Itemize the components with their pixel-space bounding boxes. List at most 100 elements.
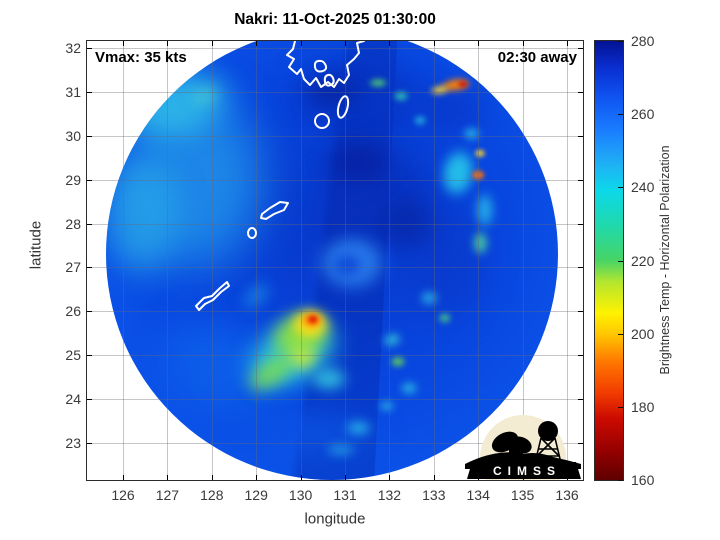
feature-top-cyan-1: [389, 88, 412, 104]
coastline-amami: [260, 201, 289, 220]
grid-line: [433, 41, 435, 480]
grid-line: [87, 267, 583, 269]
grid-line: [87, 399, 583, 401]
x-axis-label: longitude: [304, 510, 366, 528]
colorbar-tick: [618, 187, 623, 189]
feature-burst-red-core: [305, 313, 321, 325]
coastline-kyushu: [286, 41, 365, 88]
tick-mark: [87, 399, 92, 401]
tick-mark: [211, 475, 213, 480]
tick-mark: [433, 41, 435, 46]
coastline-okinawa: [195, 281, 230, 311]
colorbar-tick-label: 240: [631, 179, 655, 196]
grid-line: [256, 41, 258, 480]
y-tick-label: 25: [65, 347, 81, 364]
x-tick-label: 135: [510, 487, 535, 503]
tick-mark: [87, 311, 92, 313]
eta-annotation: 02:30 away: [497, 49, 577, 66]
y-tick-label: 23: [65, 435, 81, 451]
tick-mark: [211, 41, 213, 46]
grid-line: [345, 41, 346, 480]
coastline-tanegashima: [336, 95, 350, 119]
grid-line: [123, 41, 124, 480]
x-tick-label: 136: [555, 487, 579, 503]
feature-s-band-cyan-3: [376, 398, 399, 414]
axis-ticks: [87, 41, 583, 480]
tick-mark: [578, 135, 583, 137]
tick-mark: [567, 41, 568, 46]
feature-s-low-cyan: [339, 417, 377, 439]
grid-line: [87, 355, 583, 357]
feature-se-green: [435, 310, 455, 326]
coastline-west-islet: [87, 356, 96, 365]
feature-s-band-cyan-2: [396, 379, 422, 397]
coastline-small-island: [247, 227, 257, 239]
grid-line: [389, 41, 391, 480]
feature-top-cyan-2: [411, 113, 430, 127]
tick-mark: [87, 91, 92, 93]
feature-band-cyan-n: [459, 124, 484, 143]
grid-line: [567, 41, 568, 480]
tick-mark: [478, 475, 480, 480]
feature-bottom-cyan: [318, 440, 363, 459]
tick-mark: [578, 179, 583, 181]
feature-band-yellow-n: [472, 147, 489, 160]
y-tick-label: 24: [65, 391, 81, 408]
feature-eye-swirl-core: [325, 247, 370, 283]
tick-mark: [256, 41, 258, 46]
tick-mark: [87, 443, 92, 444]
tick-mark: [87, 355, 92, 357]
x-tick-label: 127: [155, 487, 180, 503]
colorbar-tick: [618, 260, 623, 262]
tick-mark: [578, 355, 583, 357]
y-tick-label: 26: [65, 303, 81, 320]
tick-mark: [87, 48, 92, 49]
grid-line: [522, 41, 524, 480]
x-tick-label: 131: [333, 487, 357, 503]
tick-mark: [87, 267, 92, 269]
y-tick-label: 28: [65, 215, 81, 232]
page-title: Nakri: 11-Oct-2025 01:30:00: [234, 11, 436, 28]
coastline-bay-inner: [323, 73, 335, 87]
tick-mark: [87, 179, 92, 181]
colorbar-tick-label: 160: [631, 472, 655, 488]
colorbar-gradient: [595, 41, 623, 481]
y-tick-label: 30: [65, 127, 81, 144]
colorbar-tick-label: 220: [631, 252, 655, 269]
colorbar-tick-label: 180: [631, 398, 655, 415]
tick-mark: [167, 475, 169, 480]
feature-band-green-e: [469, 225, 492, 261]
grid-line: [87, 48, 583, 49]
tick-mark: [167, 41, 169, 46]
grid-line: [87, 311, 583, 313]
tick-mark: [123, 475, 124, 480]
tick-mark: [578, 311, 583, 313]
grid-line: [300, 41, 302, 480]
y-tick-label: 32: [65, 40, 81, 56]
tick-mark: [578, 267, 583, 269]
coastline-kagoshima-bay: [313, 59, 328, 73]
colorbar-tick-label: 260: [631, 106, 655, 123]
grid-lines: [87, 41, 583, 480]
x-tick-label: 128: [200, 487, 224, 503]
coastline-yakushima: [314, 113, 330, 129]
colorbar-tick: [618, 480, 623, 481]
tick-mark: [389, 41, 391, 46]
colorbar-tick-label: 200: [631, 325, 655, 342]
colorbar-tick: [618, 333, 623, 335]
grid-line: [87, 443, 583, 444]
feature-tr-red: [455, 79, 471, 89]
x-tick-label: 130: [288, 487, 313, 503]
tick-mark: [567, 475, 568, 480]
vmax-annotation: Vmax: 35 kts: [95, 49, 187, 66]
x-tick-label: 129: [244, 487, 268, 503]
tick-mark: [345, 475, 346, 480]
tick-mark: [433, 475, 435, 480]
tick-mark: [578, 48, 583, 49]
y-tick-label: 31: [65, 83, 81, 100]
logo-banner: [467, 462, 581, 479]
tick-mark: [522, 475, 524, 480]
logo-text: CIMSS: [493, 464, 561, 478]
feature-s-band-green: [387, 353, 410, 371]
